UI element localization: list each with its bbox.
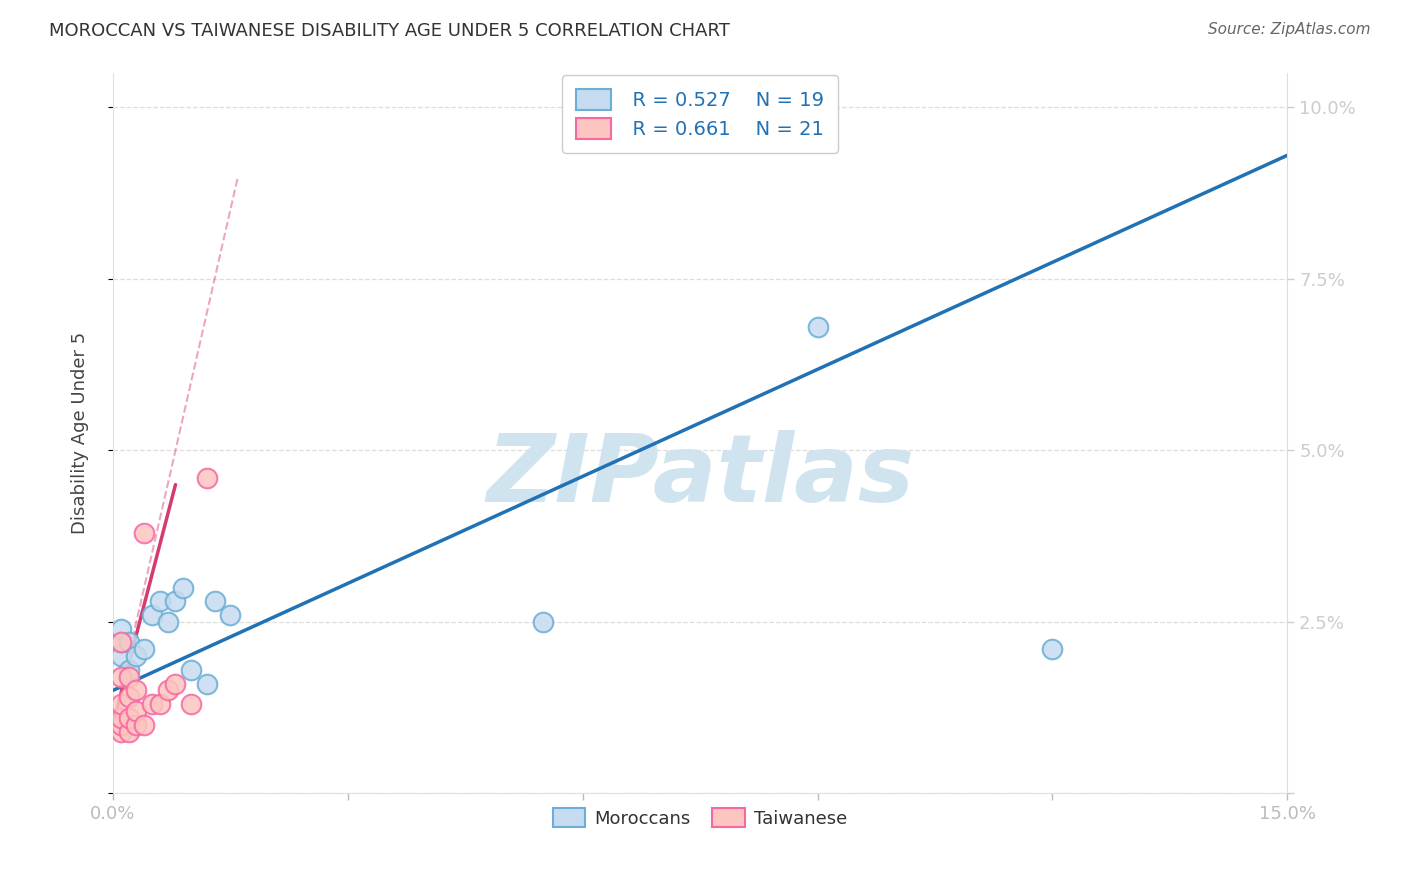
Text: ZIPatlas: ZIPatlas <box>486 430 914 523</box>
Point <box>110 635 132 649</box>
Point <box>1042 642 1064 657</box>
Point <box>156 683 179 698</box>
Point <box>141 697 163 711</box>
Point <box>117 663 139 677</box>
Point <box>134 717 156 731</box>
Text: MOROCCAN VS TAIWANESE DISABILITY AGE UNDER 5 CORRELATION CHART: MOROCCAN VS TAIWANESE DISABILITY AGE UND… <box>49 22 730 40</box>
Point <box>134 642 156 657</box>
Point <box>110 622 132 636</box>
Point <box>156 615 179 629</box>
Point <box>117 670 139 684</box>
Point <box>125 717 148 731</box>
Point <box>180 697 202 711</box>
Point <box>141 607 163 622</box>
Point <box>533 615 555 629</box>
Point <box>149 697 172 711</box>
Point <box>110 717 132 731</box>
Point <box>110 635 132 649</box>
Point <box>149 594 172 608</box>
Point <box>219 607 242 622</box>
Text: Source: ZipAtlas.com: Source: ZipAtlas.com <box>1208 22 1371 37</box>
Point <box>180 663 202 677</box>
Point <box>125 683 148 698</box>
Point <box>110 670 132 684</box>
Point <box>134 525 156 540</box>
Point <box>117 724 139 739</box>
Point <box>204 594 226 608</box>
Point <box>806 319 828 334</box>
Y-axis label: Disability Age Under 5: Disability Age Under 5 <box>72 332 89 534</box>
Point <box>125 704 148 718</box>
Point <box>110 649 132 664</box>
Point <box>117 635 139 649</box>
Point <box>117 690 139 705</box>
Point <box>195 471 218 485</box>
Legend: Moroccans, Taiwanese: Moroccans, Taiwanese <box>546 800 855 835</box>
Point <box>165 676 187 690</box>
Point <box>110 724 132 739</box>
Point <box>172 581 194 595</box>
Point <box>117 711 139 725</box>
Point <box>195 676 218 690</box>
Point <box>110 697 132 711</box>
Point <box>110 711 132 725</box>
Point <box>165 594 187 608</box>
Point <box>125 649 148 664</box>
